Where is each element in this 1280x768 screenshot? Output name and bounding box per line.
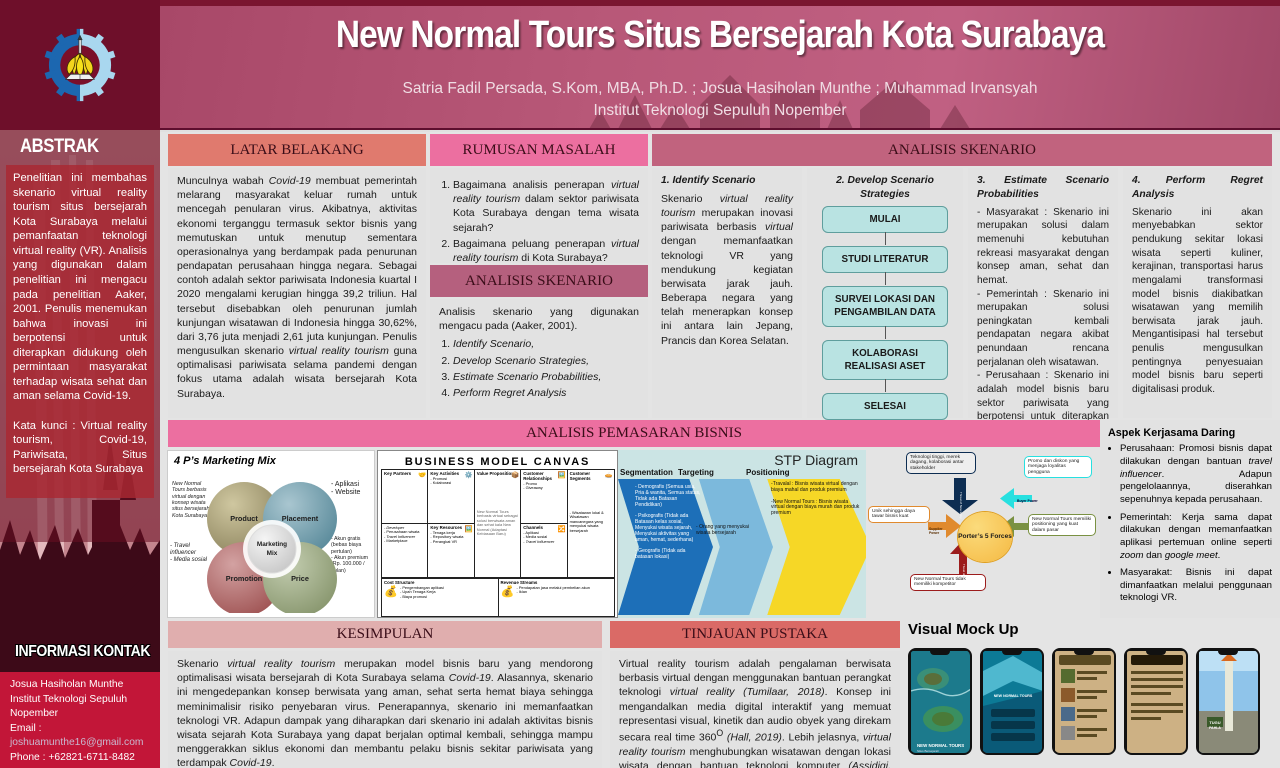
- svg-text:Placement: Placement: [282, 514, 319, 523]
- svg-text:TUGU: TUGU: [1209, 720, 1220, 725]
- svg-text:Situs Bersejarah: Situs Bersejarah: [917, 749, 939, 753]
- svg-text:Marketing: Marketing: [257, 541, 287, 548]
- svg-text:Power: Power: [929, 531, 940, 535]
- svg-text:Product: Product: [230, 514, 258, 523]
- svg-text:Threat of New Entry: Threat of New Entry: [959, 492, 963, 519]
- svg-text:Threat of Substitute: Threat of Substitute: [962, 564, 966, 589]
- svg-text:PAHLA: PAHLA: [1209, 726, 1221, 730]
- svg-text:Mix: Mix: [267, 550, 278, 557]
- svg-text:Buyer Power: Buyer Power: [1017, 499, 1038, 503]
- svg-text:Price: Price: [291, 574, 309, 583]
- svg-text:NEW NORMAL TOURS: NEW NORMAL TOURS: [994, 694, 1033, 698]
- svg-text:NEW NORMAL TOURS: NEW NORMAL TOURS: [917, 743, 964, 748]
- svg-text:Promotion: Promotion: [226, 574, 262, 583]
